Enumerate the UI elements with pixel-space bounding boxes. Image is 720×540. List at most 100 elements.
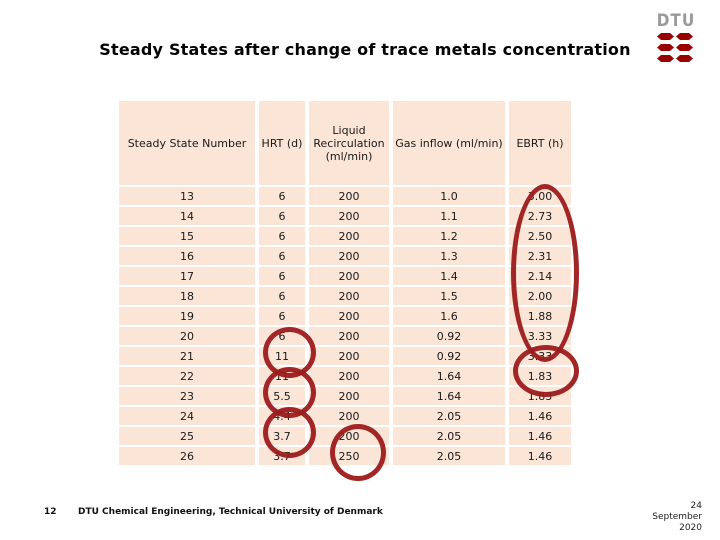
table-cell: 200 xyxy=(309,267,389,285)
table-cell: 200 xyxy=(309,307,389,325)
table-row: 22 11 200 1.64 1.83 xyxy=(119,367,571,385)
table-cell: 2.73 xyxy=(509,207,571,225)
table-row: 26 3.7 250 2.05 1.46 xyxy=(119,447,571,465)
table-cell: 200 xyxy=(309,367,389,385)
table-cell: 2.05 xyxy=(393,427,505,445)
table-cell: 1.64 xyxy=(393,367,505,385)
table-cell: 2.14 xyxy=(509,267,571,285)
table-row: 20 6 200 0.92 3.33 xyxy=(119,327,571,345)
table-cell: 14 xyxy=(119,207,255,225)
table-cell: 6 xyxy=(259,187,305,205)
table-row: 24 4.4 200 2.05 1.46 xyxy=(119,407,571,425)
table-cell: 200 xyxy=(309,327,389,345)
table-cell: 3.33 xyxy=(509,347,571,365)
table-cell: 2.31 xyxy=(509,247,571,265)
footer-date-year: 2020 xyxy=(679,523,702,533)
footer-department: DTU Chemical Engineering, Technical Univ… xyxy=(78,507,383,517)
header-gas-inflow: Gas inflow (ml/min) xyxy=(393,101,505,185)
table-cell: 200 xyxy=(309,187,389,205)
table-cell: 16 xyxy=(119,247,255,265)
slide-title: Steady States after change of trace meta… xyxy=(99,40,631,59)
table-cell: 17 xyxy=(119,267,255,285)
table-cell: 25 xyxy=(119,427,255,445)
footer-date-month: September xyxy=(652,512,702,522)
table-cell: 2.00 xyxy=(509,287,571,305)
table-cell: 3.7 xyxy=(259,447,305,465)
table-cell: 6 xyxy=(259,267,305,285)
table-cell: 6 xyxy=(259,307,305,325)
footer-date-day: 24 xyxy=(690,501,702,511)
table-cell: 6 xyxy=(259,327,305,345)
steady-states-table: Steady State Number HRT (d) Liquid Recir… xyxy=(115,99,575,467)
table-cell: 20 xyxy=(119,327,255,345)
table-cell: 1.2 xyxy=(393,227,505,245)
table-cell: 2.05 xyxy=(393,407,505,425)
table-cell: 1.6 xyxy=(393,307,505,325)
table-cell: 1.88 xyxy=(509,307,571,325)
dtu-waves-icon xyxy=(654,33,698,67)
table-row: 16 6 200 1.3 2.31 xyxy=(119,247,571,265)
table-cell: 3.7 xyxy=(259,427,305,445)
table-cell: 11 xyxy=(259,347,305,365)
table-cell: 19 xyxy=(119,307,255,325)
table-cell: 11 xyxy=(259,367,305,385)
header-ebrt: EBRT (h) xyxy=(509,101,571,185)
header-hrt: HRT (d) xyxy=(259,101,305,185)
table-cell: 23 xyxy=(119,387,255,405)
table-cell: 200 xyxy=(309,427,389,445)
table-cell: 1.4 xyxy=(393,267,505,285)
header-liquid-recirculation: Liquid Recirculation (ml/min) xyxy=(309,101,389,185)
header-steady-state-number: Steady State Number xyxy=(119,101,255,185)
table-cell: 5.5 xyxy=(259,387,305,405)
table-cell: 6 xyxy=(259,207,305,225)
table-cell: 4.4 xyxy=(259,407,305,425)
table-cell: 2.05 xyxy=(393,447,505,465)
table-cell: 1.46 xyxy=(509,447,571,465)
table-cell: 200 xyxy=(309,227,389,245)
table-cell: 200 xyxy=(309,407,389,425)
table-cell: 2.50 xyxy=(509,227,571,245)
table-row: 13 6 200 1.0 3.00 xyxy=(119,187,571,205)
table-cell: 3.33 xyxy=(509,327,571,345)
table-cell: 1.83 xyxy=(509,367,571,385)
table-cell: 1.46 xyxy=(509,407,571,425)
footer-page-number: 12 xyxy=(44,507,57,517)
table-cell: 0.92 xyxy=(393,327,505,345)
table-cell: 1.83 xyxy=(509,387,571,405)
table-row: 17 6 200 1.4 2.14 xyxy=(119,267,571,285)
table-cell: 1.5 xyxy=(393,287,505,305)
dtu-logo: DTU xyxy=(654,12,698,67)
table-row: 25 3.7 200 2.05 1.46 xyxy=(119,427,571,445)
footer-date: 24 September 2020 xyxy=(652,501,702,534)
table-cell: 22 xyxy=(119,367,255,385)
table-row: 14 6 200 1.1 2.73 xyxy=(119,207,571,225)
table-cell: 0.92 xyxy=(393,347,505,365)
table-cell: 250 xyxy=(309,447,389,465)
table-cell: 200 xyxy=(309,347,389,365)
table-cell: 6 xyxy=(259,227,305,245)
table-body: 13 6 200 1.0 3.00 14 6 200 1.1 2.73 15 6 200 1.2 2.50 1… xyxy=(119,187,571,465)
table-cell: 13 xyxy=(119,187,255,205)
table-cell: 1.64 xyxy=(393,387,505,405)
table-cell: 6 xyxy=(259,287,305,305)
table-cell: 200 xyxy=(309,387,389,405)
table-cell: 1.0 xyxy=(393,187,505,205)
table-cell: 200 xyxy=(309,287,389,305)
table-cell: 200 xyxy=(309,207,389,225)
table-cell: 18 xyxy=(119,287,255,305)
table-row: 23 5.5 200 1.64 1.83 xyxy=(119,387,571,405)
table-cell: 3.00 xyxy=(509,187,571,205)
table-cell: 1.3 xyxy=(393,247,505,265)
table-header-row: Steady State Number HRT (d) Liquid Recir… xyxy=(119,101,571,185)
table-cell: 24 xyxy=(119,407,255,425)
table-cell: 21 xyxy=(119,347,255,365)
table-cell: 1.1 xyxy=(393,207,505,225)
table-cell: 6 xyxy=(259,247,305,265)
table-cell: 1.46 xyxy=(509,427,571,445)
table-row: 21 11 200 0.92 3.33 xyxy=(119,347,571,365)
table-cell: 200 xyxy=(309,247,389,265)
table-row: 19 6 200 1.6 1.88 xyxy=(119,307,571,325)
dtu-logo-text: DTU xyxy=(656,11,696,31)
table-cell: 15 xyxy=(119,227,255,245)
